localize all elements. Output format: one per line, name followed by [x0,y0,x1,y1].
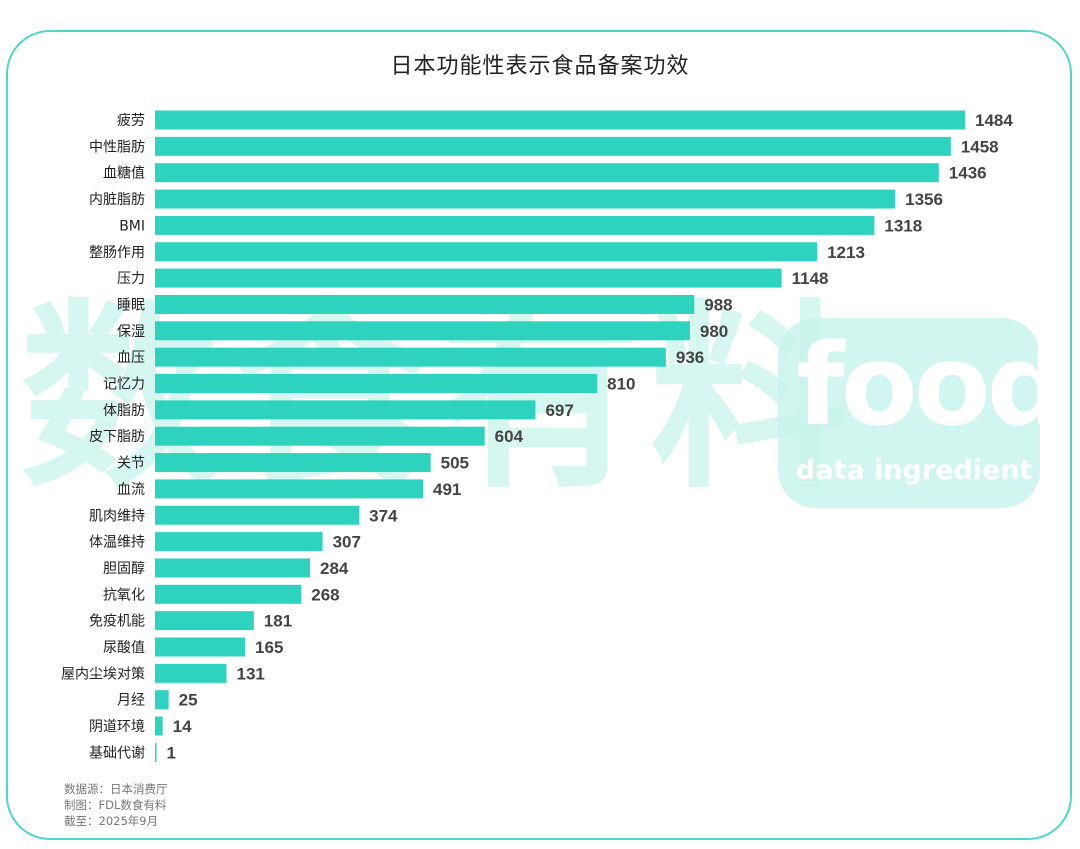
data-label: 1148 [792,269,829,288]
bar [155,690,169,710]
category-label: 关节 [117,456,145,472]
category-label: 记忆力 [103,377,145,393]
bar [155,637,246,657]
bar [155,110,965,130]
category-label: 屋内尘埃对策 [61,665,145,682]
data-label: 988 [704,295,732,314]
watermark-food-subtext: data ingredient [796,455,1033,486]
watermark-food-text: food [796,321,1067,451]
category-label: 免疫机能 [89,614,145,630]
data-label: 131 [237,664,265,683]
category-label: 血糖值 [103,166,145,182]
category-label: 皮下脂肪 [89,429,145,445]
bar [155,505,360,525]
category-label: 抗氧化 [103,587,145,603]
bar [155,136,951,156]
bar [155,268,782,288]
data-label: 374 [369,506,398,525]
data-label: 284 [320,559,349,578]
bar [155,532,323,552]
bar [155,374,598,393]
chart-frame [6,30,1072,840]
category-label: 胆固醇 [103,560,145,577]
category-label: 阴道环境 [89,719,145,735]
data-label: 307 [333,533,361,552]
bar [155,347,666,367]
data-label: 810 [607,375,635,394]
bar [155,189,896,209]
data-label: 1318 [884,216,922,235]
bar [155,479,423,499]
source-line-3: 截至：2025年9月 [64,814,159,828]
bar [155,321,690,341]
category-label: 睡眠 [117,297,145,313]
category-label: 尿酸值 [103,640,145,656]
category-label: 肌肉维持 [89,508,145,524]
data-label: 1484 [975,111,1013,130]
bar [155,558,311,578]
category-label: 疲劳 [117,112,145,129]
data-label: 25 [179,691,198,710]
category-label: 中性脂肪 [89,139,145,155]
data-label: 936 [676,348,704,367]
source-line-2: 制图：FDL数食有料 [64,798,167,812]
category-label: 压力 [117,271,145,287]
bar [155,215,875,235]
bar [155,716,163,736]
bar [155,426,485,446]
category-label: 月经 [117,693,145,709]
bar [155,294,695,314]
data-label: 604 [495,427,524,446]
bar [155,163,939,183]
data-label: 14 [173,717,192,736]
data-label: 268 [311,585,339,604]
category-label: BMI [119,218,145,234]
category-label: 整肠作用 [89,245,145,261]
data-label: 505 [441,454,469,473]
data-label: 980 [700,322,728,341]
category-label: 血流 [117,482,145,498]
bar [155,242,818,262]
bar [155,663,227,683]
data-label: 1436 [949,164,987,183]
bar [155,742,157,762]
data-label: 697 [545,401,573,420]
bar [155,611,254,631]
data-label: 165 [255,638,283,657]
data-label: 181 [264,612,292,631]
data-label: 1213 [827,243,865,262]
category-label: 体温维持 [89,535,145,551]
source-note: 数据源：日本消费厅 制图：FDL数食有料 截至：2025年9月 [64,781,168,829]
data-label: 491 [433,480,461,499]
data-label: 1458 [961,137,999,156]
data-label: 1 [167,743,176,762]
category-label: 保湿 [117,324,145,340]
category-label: 内脏脂肪 [89,192,145,208]
watermark-food-badge [778,318,1040,508]
category-label: 体脂肪 [103,403,145,419]
source-line-1: 数据源：日本消费厅 [64,782,168,796]
bar [155,584,302,604]
bar [155,453,431,473]
bar [155,400,536,420]
chart-title: 日本功能性表示食品备案功效 [390,54,690,79]
category-label: 基础代谢 [89,744,145,761]
category-label: 血压 [117,350,145,366]
data-label: 1356 [905,190,943,209]
